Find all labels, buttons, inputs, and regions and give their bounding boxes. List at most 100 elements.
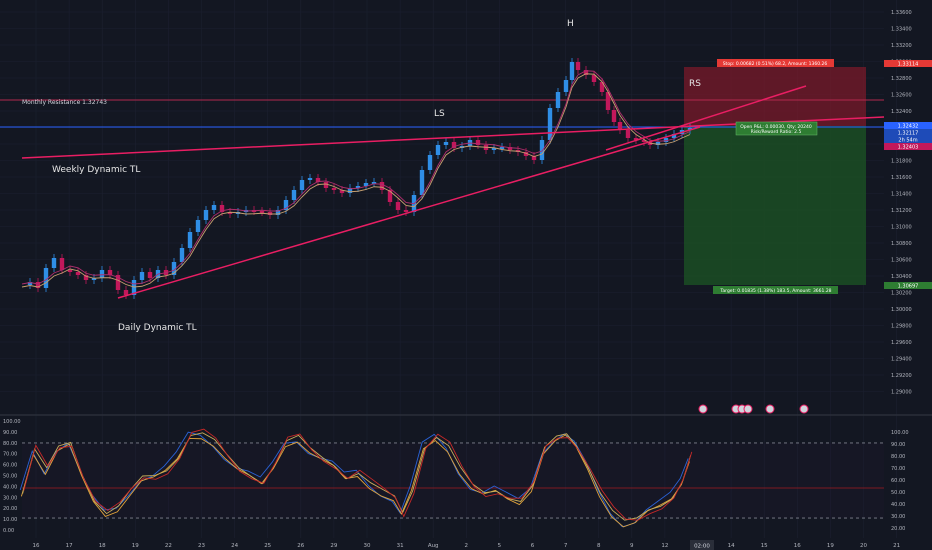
- osc-right-tick: 30.00: [891, 514, 905, 520]
- osc-right-tick: 60.00: [891, 478, 905, 484]
- event-icon[interactable]: [698, 404, 708, 414]
- time-tick-label: 21: [893, 543, 900, 549]
- weekly-tl-label: Weekly Dynamic TL: [52, 165, 140, 175]
- price-tick-label: 1.32600: [891, 93, 912, 99]
- candle-body: [569, 62, 575, 80]
- candle-body: [655, 142, 661, 145]
- entry-price-badge: [884, 122, 932, 129]
- osc-right-tick: 80.00: [891, 454, 905, 460]
- event-icon[interactable]: [765, 404, 775, 414]
- price-tick-label: 1.29800: [891, 324, 912, 330]
- time-cursor-badge: [690, 540, 714, 550]
- time-tick-label: 19: [827, 543, 834, 549]
- candle-body: [115, 275, 121, 290]
- countdown-badge: [884, 136, 932, 143]
- candle-body: [131, 280, 137, 295]
- candle-body: [171, 262, 177, 275]
- candle-body: [195, 220, 201, 232]
- price-tick-label: 1.33600: [891, 10, 912, 16]
- candle-body: [187, 232, 193, 248]
- take-profit-zone: [684, 126, 866, 285]
- moving-average-line: [21, 73, 691, 288]
- candle-body: [591, 75, 597, 82]
- price-tick-label: 1.33200: [891, 43, 912, 49]
- candle-body: [35, 282, 41, 288]
- osc-right-tick: 20.00: [891, 526, 905, 532]
- risk-reward-text: Risk/Reward Ratio: 2.5: [751, 129, 802, 135]
- candle-body: [403, 210, 409, 212]
- price-tick-label: 1.30200: [891, 291, 912, 297]
- price-tick-label: 1.32400: [891, 109, 912, 115]
- price-tick-label: 1.30400: [891, 274, 912, 280]
- price-tick-label: 1.30600: [891, 258, 912, 264]
- osc-left-tick: 100.00: [3, 419, 21, 425]
- event-icon[interactable]: [743, 404, 753, 414]
- osc-left-tick: 70.00: [3, 452, 17, 458]
- candle-body: [283, 200, 289, 210]
- event-icons[interactable]: [698, 404, 809, 414]
- right-shoulder-label: RS: [689, 79, 701, 89]
- candle-body: [499, 147, 505, 149]
- candle-body: [363, 183, 369, 186]
- time-cursor-badge-text: 02:00: [694, 544, 710, 550]
- time-axis[interactable]: 16 17 18 19 22 23 24 25 26 29 30 31 Aug 2 5 6 7 8 9 12 14 15 1…: [33, 543, 901, 549]
- time-tick-label: 30: [364, 543, 371, 549]
- osc-left-tick: 40.00: [3, 484, 17, 490]
- candle-body: [539, 140, 545, 160]
- time-tick-label: 19: [132, 543, 139, 549]
- candle-body: [625, 130, 631, 138]
- candle-body: [671, 134, 677, 138]
- time-tick-label: 31: [397, 543, 404, 549]
- candle-body: [427, 155, 433, 170]
- target-info-box[interactable]: [713, 286, 838, 294]
- candle-body: [611, 110, 617, 122]
- candle-body: [43, 268, 49, 288]
- time-tick-label: 20: [860, 543, 867, 549]
- candle-body: [355, 186, 361, 188]
- stop-price-badge: [884, 60, 932, 67]
- candle-body: [83, 275, 89, 280]
- moving-averages: [21, 70, 691, 288]
- osc-right-tick: 100.00: [891, 430, 909, 436]
- candle-body: [259, 211, 265, 213]
- candle-body: [59, 258, 65, 270]
- osc-right-tick: 70.00: [891, 466, 905, 472]
- time-tick-label: 16: [794, 543, 801, 549]
- oscillator-axis[interactable]: 100.00 90.00 80.00 70.00 60.00 50.00 40.00 30.0…: [3, 419, 909, 534]
- candle-body: [339, 190, 345, 193]
- monthly-resistance-label: Monthly Resistance 1.32743: [22, 99, 107, 106]
- time-tick-label: 18: [99, 543, 106, 549]
- oscillator-line: [19, 431, 689, 528]
- osc-left-tick: 50.00: [3, 474, 17, 480]
- candle-body: [203, 210, 209, 220]
- daily-dynamic-trendline[interactable]: [117, 126, 701, 299]
- oscillator-line: [20, 434, 690, 528]
- event-icon[interactable]: [799, 404, 809, 414]
- candle-body: [315, 178, 321, 182]
- candle-body: [443, 142, 449, 145]
- rs-trendline[interactable]: [605, 85, 807, 151]
- candle-body: [419, 170, 425, 195]
- candle-body: [299, 180, 305, 190]
- stop-info-box[interactable]: [717, 59, 834, 67]
- entry-price-badge-text: 1.32432: [898, 124, 919, 130]
- candle-body: [75, 272, 81, 275]
- price-tick-label: 1.29000: [891, 390, 912, 396]
- price-tick-label: 1.31400: [891, 192, 912, 198]
- pnl-info-box[interactable]: [735, 121, 818, 136]
- candle-body: [605, 92, 611, 110]
- price-tick-label: 1.30800: [891, 241, 912, 247]
- time-tick-label: 5: [498, 543, 502, 549]
- candle-body: [219, 205, 225, 212]
- candle-body: [331, 188, 337, 190]
- osc-left-tick: 0.00: [3, 528, 14, 534]
- candle-body: [347, 188, 353, 193]
- osc-band: [22, 443, 884, 518]
- price-axis[interactable]: 1.336001.334001.332001.330001.328001.326…: [891, 10, 912, 396]
- candle-body: [547, 108, 553, 140]
- head-label: H: [567, 19, 574, 29]
- time-tick-label: 23: [198, 543, 205, 549]
- price-tick-label: 1.29600: [891, 340, 912, 346]
- osc-left-tick: 10.00: [3, 517, 17, 523]
